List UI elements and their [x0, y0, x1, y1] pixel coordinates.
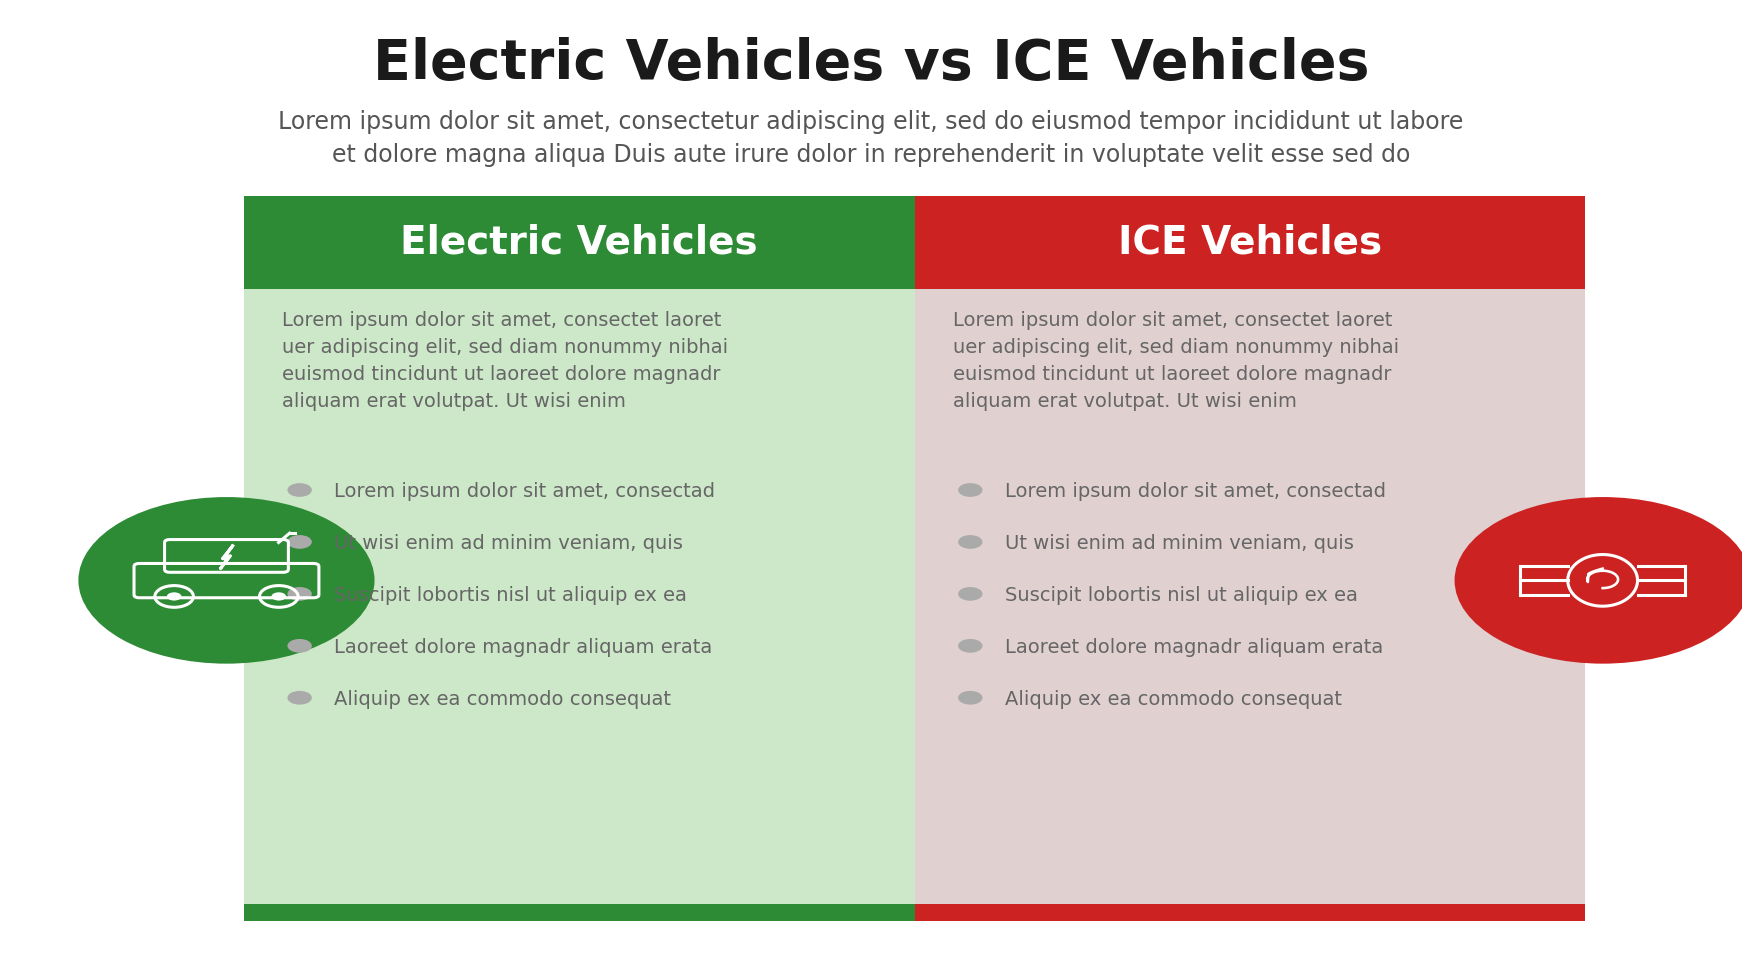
Circle shape	[958, 639, 982, 653]
Circle shape	[287, 483, 312, 497]
FancyBboxPatch shape	[915, 289, 1585, 904]
Text: Lorem ipsum dolor sit amet, consectetur adipiscing elit, sed do eiusmod tempor i: Lorem ipsum dolor sit amet, consectetur …	[279, 111, 1463, 134]
Circle shape	[287, 691, 312, 705]
Circle shape	[167, 592, 181, 601]
Circle shape	[272, 592, 286, 601]
Circle shape	[78, 497, 375, 663]
Circle shape	[287, 587, 312, 601]
Circle shape	[287, 535, 312, 549]
Text: Laoreet dolore magnadr aliquam erata: Laoreet dolore magnadr aliquam erata	[334, 638, 712, 657]
Circle shape	[958, 535, 982, 549]
Circle shape	[958, 587, 982, 601]
Text: ICE Vehicles: ICE Vehicles	[1118, 223, 1381, 262]
Text: Ut wisi enim ad minim veniam, quis: Ut wisi enim ad minim veniam, quis	[334, 534, 683, 553]
Circle shape	[958, 483, 982, 497]
FancyBboxPatch shape	[244, 904, 915, 921]
Text: Suscipit lobortis nisl ut aliquip ex ea: Suscipit lobortis nisl ut aliquip ex ea	[1005, 586, 1359, 605]
Text: Electric Vehicles vs ICE Vehicles: Electric Vehicles vs ICE Vehicles	[373, 36, 1369, 91]
FancyBboxPatch shape	[244, 289, 915, 904]
Text: Lorem ipsum dolor sit amet, consectad: Lorem ipsum dolor sit amet, consectad	[334, 482, 716, 501]
Text: Lorem ipsum dolor sit amet, consectad: Lorem ipsum dolor sit amet, consectad	[1005, 482, 1387, 501]
Circle shape	[287, 639, 312, 653]
Text: Laoreet dolore magnadr aliquam erata: Laoreet dolore magnadr aliquam erata	[1005, 638, 1383, 657]
Text: et dolore magna aliqua Duis aute irure dolor in reprehenderit in voluptate velit: et dolore magna aliqua Duis aute irure d…	[331, 143, 1411, 167]
FancyBboxPatch shape	[915, 196, 1585, 289]
Circle shape	[958, 691, 982, 705]
Text: Electric Vehicles: Electric Vehicles	[401, 223, 758, 262]
FancyBboxPatch shape	[244, 196, 915, 289]
Text: Lorem ipsum dolor sit amet, consectet laoret
uer adipiscing elit, sed diam nonum: Lorem ipsum dolor sit amet, consectet la…	[953, 311, 1399, 412]
Circle shape	[1455, 497, 1742, 663]
Text: Aliquip ex ea commodo consequat: Aliquip ex ea commodo consequat	[1005, 690, 1341, 709]
Text: Aliquip ex ea commodo consequat: Aliquip ex ea commodo consequat	[334, 690, 671, 709]
FancyBboxPatch shape	[915, 904, 1585, 921]
Text: Ut wisi enim ad minim veniam, quis: Ut wisi enim ad minim veniam, quis	[1005, 534, 1354, 553]
Text: Lorem ipsum dolor sit amet, consectet laoret
uer adipiscing elit, sed diam nonum: Lorem ipsum dolor sit amet, consectet la…	[282, 311, 728, 412]
Text: Suscipit lobortis nisl ut aliquip ex ea: Suscipit lobortis nisl ut aliquip ex ea	[334, 586, 688, 605]
